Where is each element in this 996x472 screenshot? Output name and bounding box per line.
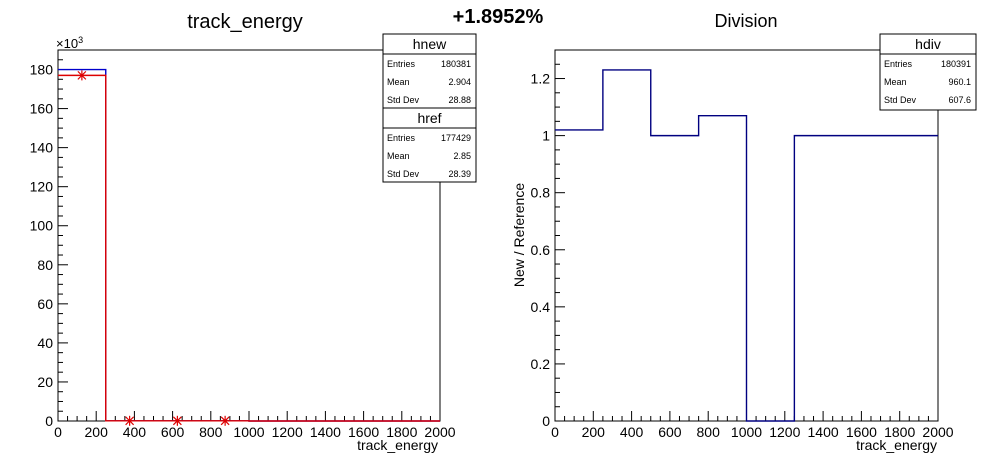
x-tick-label: 0 [54,424,62,440]
stats-box-title: href [417,110,441,126]
left-y-multiplier: ×103 [56,35,83,51]
y-tick-label: 60 [37,296,53,312]
y-tick-label: 20 [37,374,53,390]
stats-value: 960.1 [948,77,971,87]
series-line-href [58,74,440,422]
stats-value: 180381 [441,59,471,69]
right-chart-title: Division [714,11,777,31]
x-tick-label: 400 [123,424,147,440]
stats-value: 180391 [941,59,971,69]
x-tick-label: 1200 [272,424,303,440]
x-tick-label: 400 [620,424,644,440]
data-point-href [172,415,182,426]
stats-box-title: hdiv [915,36,941,52]
data-point-href [220,415,230,426]
stats-label: Std Dev [387,169,420,179]
stats-value: 177429 [441,133,471,143]
stats-label: Std Dev [387,95,420,105]
x-tick-label: 1400 [310,424,341,440]
y-tick-label: 0 [542,413,550,429]
y-tick-label: 140 [30,140,54,156]
x-tick-label: 0 [551,424,559,440]
y-tick-label: 0.4 [531,299,551,315]
x-tick-label: 1800 [884,424,915,440]
x-tick-label: 1800 [386,424,417,440]
y-tick-label: 0 [45,413,53,429]
left-x-axis-label: track_energy [357,437,438,453]
data-point-href [77,70,87,81]
x-tick-label: 1600 [846,424,877,440]
y-tick-label: 1 [542,128,550,144]
x-tick-label: 1000 [233,424,264,440]
y-tick-label: 0.2 [531,356,551,372]
x-tick-label: 200 [85,424,109,440]
x-tick-label: 2000 [922,424,953,440]
stats-label: Mean [387,151,410,161]
stats-value: 28.88 [448,95,471,105]
stats-value: 2.904 [448,77,471,87]
right-histogram-panel: Division track_energy New / Reference 0 2… [511,11,977,453]
stats-value: 28.39 [448,169,471,179]
stats-label: Entries [884,59,913,69]
stats-label: Std Dev [884,95,917,105]
stats-value: 607.6 [948,95,971,105]
x-tick-label: 600 [161,424,185,440]
stats-label: Entries [387,133,416,143]
stats-box-title: hnew [413,36,447,52]
y-tick-label: 100 [30,218,54,234]
x-tick-label: 1000 [731,424,762,440]
stats-value: 2.85 [453,151,471,161]
series-line-hdiv [555,69,938,422]
x-tick-label: 1400 [808,424,839,440]
y-tick-label: 160 [30,101,54,117]
stats-label: Mean [884,77,907,87]
left-histogram-panel: track_energy track_energy ×103 0 200 400 60… [30,11,477,453]
difference-percent: +1.8952% [453,6,544,28]
x-tick-label: 800 [697,424,721,440]
y-tick-label: 0.6 [531,242,551,258]
x-tick-label: 1600 [348,424,379,440]
left-chart-title: track_energy [187,11,303,33]
y-tick-label: 0.8 [531,185,551,201]
x-tick-label: 600 [658,424,682,440]
y-tick-label: 120 [30,179,54,195]
stats-label: Entries [387,59,416,69]
stats-box-hnew: hnew Entries 180381 Mean 2.904 Std Dev 28.88 [382,33,477,109]
x-tick-label: 2000 [424,424,455,440]
y-tick-label: 80 [37,257,53,273]
right-y-axis-label: New / Reference [511,183,527,287]
x-tick-label: 800 [199,424,223,440]
x-tick-label: 200 [582,424,606,440]
y-tick-label: 180 [30,62,54,78]
x-tick-label: 1200 [769,424,800,440]
right-x-axis-label: track_energy [856,437,937,453]
data-point-href [125,415,135,426]
stats-label: Mean [387,77,410,87]
y-tick-label: 40 [37,335,53,351]
y-tick-label: 1.2 [531,71,551,87]
